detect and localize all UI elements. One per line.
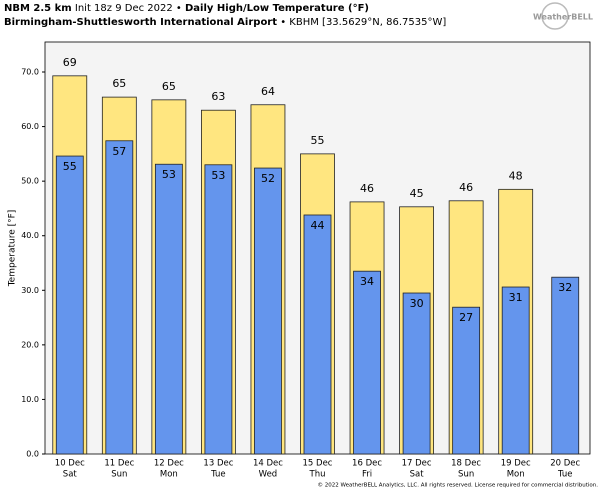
low-bar: [154, 163, 183, 455]
value-label: 31: [509, 291, 523, 304]
value-label: 55: [63, 160, 77, 173]
value-label: 57: [112, 145, 126, 158]
x-tick-day: Mon: [507, 470, 525, 480]
y-tick-label: 20.0: [21, 340, 39, 349]
value-label: 44: [311, 219, 325, 232]
value-label: 48: [509, 169, 523, 182]
low-bar: [551, 276, 580, 455]
x-tick-label: 10 Dec: [55, 459, 85, 469]
init: Init 18z 9 Dec 2022 •: [75, 3, 182, 14]
x-tick-label: 16 Dec: [352, 459, 382, 469]
y-tick-label: 40.0: [21, 231, 39, 240]
logo-ring: [541, 2, 569, 30]
model: NBM 2.5 km: [4, 3, 72, 14]
x-tick-day: Sat: [63, 470, 78, 480]
x-tick-day: Sun: [111, 470, 127, 480]
low-bar: [55, 155, 84, 455]
value-label: 46: [360, 182, 374, 195]
y-axis-label: Temperature [°F]: [8, 210, 18, 288]
value-label: 27: [459, 311, 473, 324]
x-tick-label: 14 Dec: [253, 459, 283, 469]
copyright: © 2022 WeatherBELL Analytics, LLC. All r…: [318, 482, 599, 489]
value-label: 63: [211, 90, 225, 103]
y-tick-label: 10.0: [21, 395, 39, 404]
value-label: 53: [162, 168, 176, 181]
low-bar: [452, 306, 481, 455]
value-label: 45: [410, 187, 424, 200]
value-label: 52: [261, 172, 275, 185]
y-tick-label: 70.0: [21, 68, 39, 77]
value-label: 34: [360, 275, 374, 288]
y-tick-label: 30.0: [21, 286, 39, 295]
low-bar: [353, 270, 381, 455]
x-tick-day: Tue: [557, 470, 573, 480]
chart-title: Daily High/Low Temperature (°F): [185, 3, 369, 14]
x-tick-day: Thu: [309, 470, 326, 480]
x-tick-label: 18 Dec: [451, 459, 481, 469]
station: Birmingham-Shuttlesworth International A…: [4, 17, 277, 28]
value-label: 65: [112, 77, 126, 90]
x-tick-label: 12 Dec: [154, 459, 184, 469]
value-label: 65: [162, 80, 176, 93]
value-label: 64: [261, 85, 275, 98]
value-label: 30: [410, 297, 424, 310]
y-tick-label: 60.0: [21, 122, 39, 131]
header-line-2: Birmingham-Shuttlesworth International A…: [4, 17, 446, 28]
low-bar: [402, 292, 431, 455]
y-tick-label: 50.0: [21, 177, 39, 186]
low-bar: [303, 214, 332, 455]
location: • KBHM [33.5629°N, 86.7535°W]: [280, 17, 446, 28]
x-tick-day: Sat: [410, 470, 425, 480]
low-bar: [254, 167, 282, 455]
x-tick-label: 19 Dec: [501, 459, 531, 469]
x-tick-label: 20 Dec: [550, 459, 580, 469]
value-label: 46: [459, 181, 473, 194]
x-tick-label: 17 Dec: [402, 459, 432, 469]
x-tick-label: 11 Dec: [104, 459, 134, 469]
low-bar: [105, 140, 134, 455]
x-tick-label: 13 Dec: [203, 459, 233, 469]
low-bar: [204, 164, 233, 455]
value-label: 32: [558, 281, 572, 294]
x-tick-label: 15 Dec: [303, 459, 333, 469]
value-label: 55: [311, 134, 325, 147]
value-label: 53: [211, 169, 225, 182]
logo: WeatherBELL: [533, 13, 593, 22]
x-tick-day: Fri: [362, 470, 372, 480]
value-label: 69: [63, 56, 77, 69]
y-tick-label: 0.0: [26, 450, 39, 459]
header-line-1: NBM 2.5 km Init 18z 9 Dec 2022 • Daily H…: [4, 3, 369, 14]
x-tick-day: Wed: [259, 470, 278, 480]
x-tick-day: Sun: [458, 470, 474, 480]
x-tick-day: Mon: [160, 470, 178, 480]
x-tick-day: Tue: [210, 470, 226, 480]
low-bar: [501, 286, 530, 455]
